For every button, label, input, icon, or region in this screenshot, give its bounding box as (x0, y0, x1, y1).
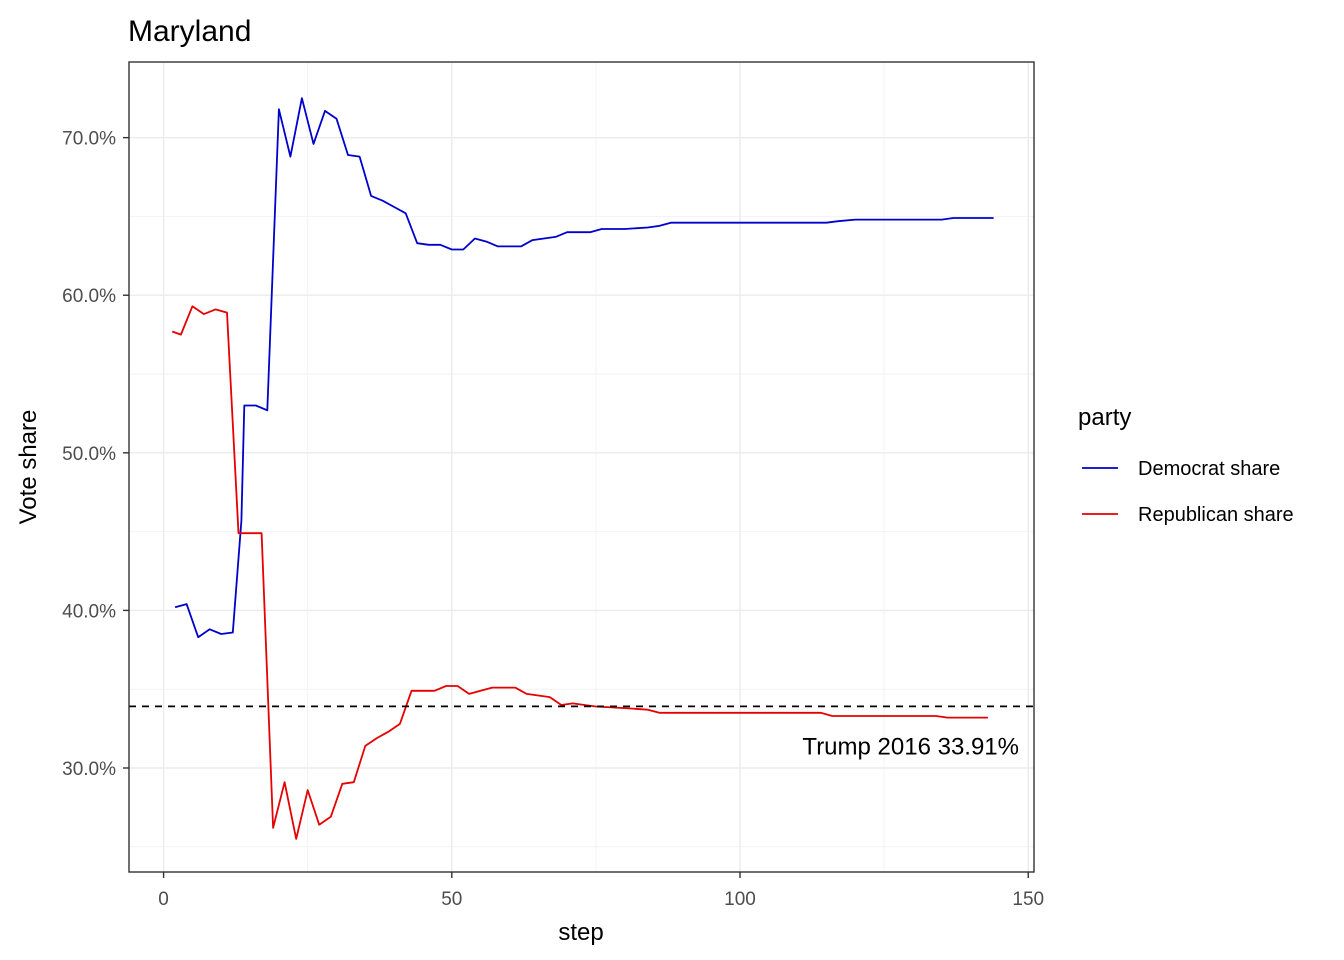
reference-line-group: Trump 2016 33.91% (129, 705, 1034, 760)
series-line-republican-share (171, 305, 988, 840)
legend-label-republican-share: Republican share (1138, 504, 1294, 526)
legend-title: party (1078, 404, 1131, 431)
legend: party Democrat share Republican share (1078, 404, 1294, 526)
y-tick-label: 30.0% (62, 759, 116, 780)
y-tick-label: 60.0% (62, 286, 116, 307)
x-tick-label: 0 (158, 889, 169, 910)
panel-border (128, 61, 1035, 873)
y-tick-label: 70.0% (62, 129, 116, 150)
series-lines (171, 97, 994, 840)
reference-line-label: Trump 2016 33.91% (802, 733, 1019, 760)
x-axis-title: step (558, 919, 603, 946)
chart-title: Maryland (128, 15, 251, 48)
legend-items: Democrat share Republican share (1082, 458, 1294, 526)
legend-label-democrat-share: Democrat share (1138, 458, 1280, 480)
x-tick-label: 150 (1012, 889, 1044, 910)
y-tick-label: 40.0% (62, 601, 116, 622)
y-tick-label: 50.0% (62, 444, 116, 465)
x-axis: 0 50 100 150 (158, 872, 1044, 910)
grid-minor (129, 62, 1034, 872)
x-tick-label: 50 (441, 889, 462, 910)
y-axis: 30.0% 40.0% 50.0% 60.0% 70.0% (62, 129, 129, 780)
grid-major (129, 62, 1034, 872)
y-axis-title: Vote share (15, 410, 42, 525)
x-tick-label: 100 (724, 889, 756, 910)
series-line-democrat-share (174, 97, 994, 639)
